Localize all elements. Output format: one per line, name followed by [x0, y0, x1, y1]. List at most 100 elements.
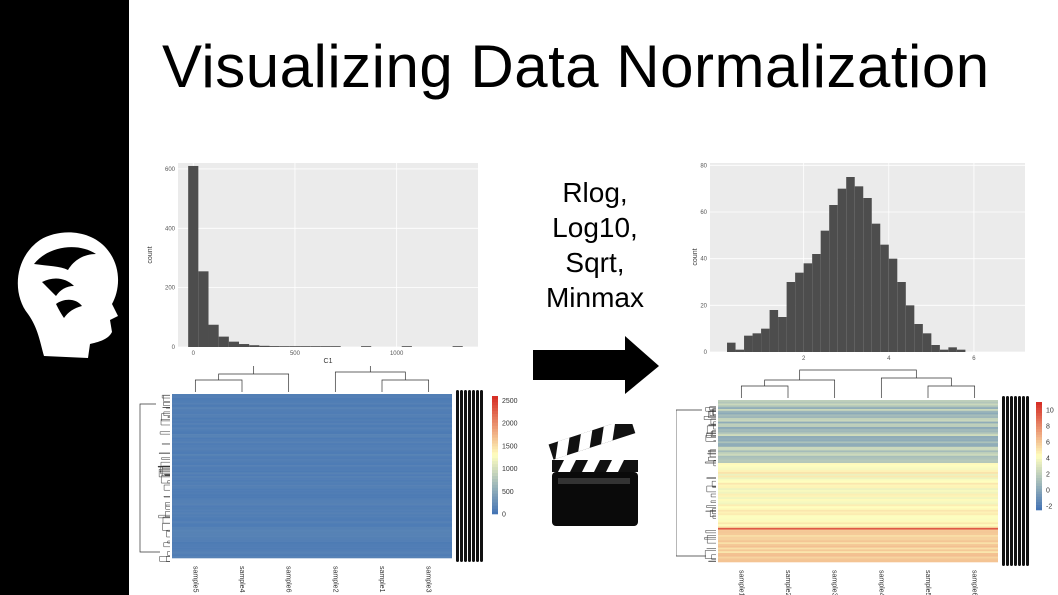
heatmap-row — [172, 454, 452, 457]
row-tag-bar — [468, 390, 471, 562]
heatmap-row — [172, 508, 452, 511]
x-tick-label: 6 — [972, 356, 976, 362]
legend-gradient-step — [492, 452, 498, 456]
heatmap-row — [718, 500, 998, 503]
heatmap-row — [718, 434, 998, 437]
legend-gradient-step — [1036, 442, 1042, 446]
heatmap-row — [172, 545, 452, 548]
dendrogram-branch — [740, 385, 789, 398]
normalized-heatmap-plot: sample1 sample2 sample3 sample4 sample5 sampl… — [676, 369, 1054, 595]
heatmap-row — [718, 459, 998, 462]
heatmap-row — [172, 414, 452, 417]
legend-tick-label: 4 — [1046, 456, 1050, 463]
histogram-bar — [888, 258, 898, 352]
heatmap-row — [172, 466, 452, 470]
normalized-heatmap: sample1 sample2 sample3 sample4 sample5 sampl… — [676, 366, 1058, 595]
heatmap-row — [718, 549, 998, 552]
heatmap-row — [172, 532, 452, 535]
method-minmax: Minmax — [545, 282, 644, 313]
histogram-bar — [939, 349, 949, 352]
heatmap-row — [172, 503, 452, 506]
legend-gradient-step — [492, 457, 498, 462]
dendrogram-branch — [708, 411, 716, 419]
legend-gradient-step — [1036, 488, 1042, 492]
dendrogram-branch — [704, 550, 716, 559]
heatmap-row — [718, 508, 998, 511]
histogram-bar — [752, 333, 762, 352]
row-tag-bar — [476, 390, 479, 562]
heatmap-row — [718, 536, 998, 539]
row-tag-bar — [472, 390, 475, 562]
heatmap-row — [172, 481, 452, 484]
heatmap-row — [718, 544, 998, 547]
dendrogram-branch — [163, 542, 170, 548]
dendrogram-branch — [711, 480, 716, 487]
heatmap-row — [718, 428, 998, 431]
column-label: sample4 — [238, 566, 245, 593]
histogram-bar — [837, 188, 847, 352]
dendrogram-branch — [164, 473, 170, 475]
heatmap-row — [172, 399, 452, 402]
heatmap-row — [718, 412, 998, 415]
heatmap-row — [172, 410, 452, 413]
heatmap-row — [718, 425, 998, 428]
legend-gradient-step — [492, 398, 498, 403]
heatmap-row — [718, 421, 998, 424]
dendrogram-branch — [712, 486, 716, 488]
dendrogram-branch — [218, 373, 290, 392]
dendrogram-branch — [194, 379, 243, 392]
heatmap-row — [718, 457, 998, 460]
row-tag-bar — [460, 390, 463, 562]
heatmap-row — [718, 479, 998, 482]
x-tick-label: 4 — [887, 356, 891, 362]
legend-gradient-step — [492, 502, 498, 506]
legend-gradient-step — [1036, 429, 1042, 432]
dendrogram-branch — [163, 496, 170, 498]
heatmap-row — [718, 441, 998, 444]
dendrogram-branch — [705, 530, 716, 534]
heatmap-row — [172, 441, 452, 444]
heatmap-row — [172, 468, 452, 471]
legend-gradient-step — [1036, 445, 1042, 449]
heatmap-row — [172, 496, 452, 499]
y-tick-label: 40 — [700, 257, 707, 263]
dendrogram-branch — [709, 406, 716, 411]
heatmap-row — [172, 445, 452, 448]
heatmap-row — [718, 443, 998, 446]
y-axis-label: count — [147, 246, 154, 263]
dendrogram-branch — [158, 514, 170, 519]
heatmap-row — [172, 550, 452, 553]
legend-gradient-step — [1036, 464, 1042, 468]
heatmap-row — [718, 400, 998, 403]
heatmap-row — [172, 530, 452, 533]
histogram-bar — [188, 165, 199, 347]
heatmap-row — [172, 514, 452, 517]
legend-gradient-step — [492, 428, 498, 432]
legend-gradient-step — [1036, 453, 1042, 457]
heatmap-row — [172, 448, 452, 451]
heatmap-row — [718, 472, 998, 475]
dendrogram-branch — [704, 461, 716, 464]
heatmap-row — [172, 499, 452, 502]
legend-gradient-step — [1036, 496, 1042, 500]
heatmap-row — [718, 470, 998, 473]
legend-tick-label: 0 — [1046, 488, 1050, 495]
heatmap-row — [718, 416, 998, 419]
heatmap-row — [172, 519, 452, 522]
heatmap-row — [172, 406, 452, 409]
heatmap-row — [718, 488, 998, 491]
legend-gradient-step — [1036, 410, 1042, 414]
histogram-bar — [208, 324, 219, 347]
heatmap-row — [172, 552, 452, 555]
dendrogram-branch — [709, 410, 716, 416]
heatmap-row — [718, 481, 998, 484]
dendrogram-branch — [162, 516, 170, 524]
legend-tick-label: 0 — [502, 512, 506, 519]
legend-gradient-step — [492, 484, 498, 488]
dendrogram-branch — [166, 556, 170, 562]
legend-gradient-step — [492, 490, 498, 494]
legend-gradient-step — [1036, 437, 1042, 441]
legend-tick-label: 6 — [1046, 440, 1050, 447]
dendrogram-branch — [160, 466, 170, 475]
heatmap-row — [172, 430, 452, 433]
